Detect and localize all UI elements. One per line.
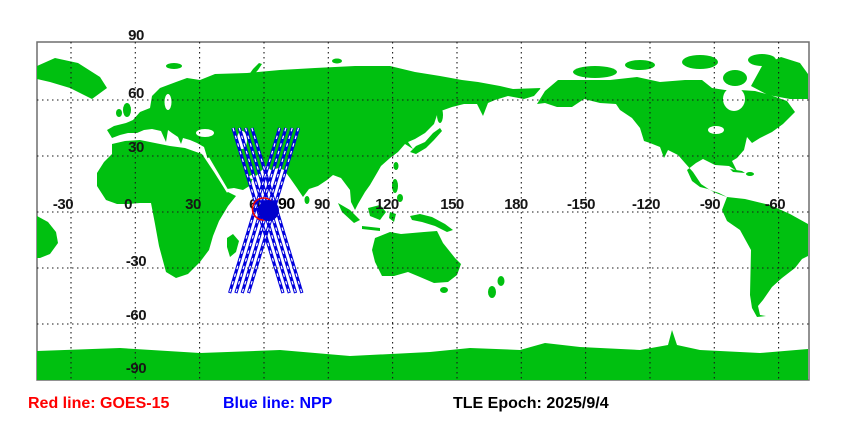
lon-label: 0 <box>124 196 132 213</box>
lon-label: -150 <box>566 196 596 213</box>
lon-label: 90 <box>314 196 330 213</box>
lon-label: 120 <box>375 196 399 213</box>
legend-red-line: Red line: GOES-15 <box>28 395 170 412</box>
lon-label: -90 <box>699 196 721 213</box>
lon-label: 150 <box>440 196 464 213</box>
lat-label: 90 <box>128 27 144 44</box>
lat-label: 30 <box>128 139 144 156</box>
legend-tle-epoch: TLE Epoch: 2025/9/4 <box>453 395 609 412</box>
legend-blue-line: Blue line: NPP <box>223 395 333 412</box>
lat-label: -60 <box>125 307 147 324</box>
lon-label: 180 <box>504 196 528 213</box>
graticule <box>37 42 809 380</box>
npp-track-line <box>228 127 282 294</box>
npp-position-marker <box>258 200 279 221</box>
lat-label: -30 <box>125 253 147 270</box>
lon-label: -30 <box>52 196 74 213</box>
legend: Red line: GOES-15 Blue line: NPP TLE Epo… <box>0 395 850 415</box>
lat-label: -90 <box>125 360 147 377</box>
lon-label: -120 <box>631 196 661 213</box>
lon-label: 30 <box>185 196 201 213</box>
lat-label: 60 <box>128 85 144 102</box>
satellite-annotation: 90 <box>278 196 295 213</box>
lon-label: -60 <box>764 196 786 213</box>
